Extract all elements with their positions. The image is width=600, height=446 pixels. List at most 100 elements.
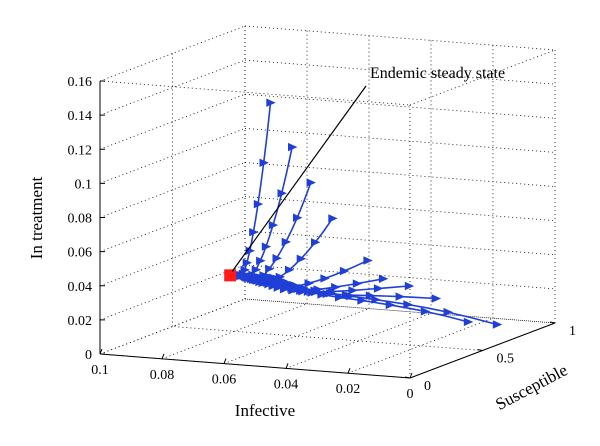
x-tick <box>347 368 351 374</box>
z-tick-label: 0.16 <box>68 75 93 90</box>
x-tick <box>409 372 413 379</box>
z-tick-label: 0.12 <box>68 143 93 158</box>
annotation-pointer-line <box>231 85 367 272</box>
trajectory-marker <box>261 242 272 251</box>
trajectory-marker <box>285 265 295 275</box>
trajectory-marker <box>403 300 413 309</box>
grid-line <box>347 317 494 374</box>
trajectory-marker <box>249 228 259 237</box>
trajectory-marker <box>385 300 396 310</box>
trajectory-marker <box>345 291 356 301</box>
z-axis-label: In treatment <box>27 176 46 259</box>
y-tick <box>549 321 556 324</box>
trajectory-series <box>234 98 276 280</box>
trajectory-marker <box>463 317 474 327</box>
trajectory-marker <box>420 307 431 316</box>
trajectory-marker <box>378 274 389 283</box>
trajectory-marker <box>373 284 384 293</box>
x-tick <box>223 358 227 364</box>
trajectory-marker <box>277 189 287 198</box>
trajectory-marker <box>272 254 282 263</box>
grid-line <box>223 308 370 364</box>
trajectory-marker <box>328 214 338 223</box>
trajectory-marker <box>265 273 276 282</box>
y-tick <box>477 349 483 351</box>
x-tick <box>285 363 289 369</box>
trajectory-marker <box>363 256 373 265</box>
x-tick-label: 0.1 <box>91 363 109 378</box>
trajectory-marker <box>371 295 381 304</box>
trajectory-marker <box>325 289 336 298</box>
grid-line <box>244 162 556 187</box>
trajectory-marker <box>352 279 363 288</box>
trajectory-marker <box>395 292 405 301</box>
series-layer <box>224 98 503 329</box>
trajectory-marker <box>306 178 316 187</box>
x-tick <box>161 353 165 359</box>
annotation-text: Endemic steady state <box>370 65 505 82</box>
trajectory-marker <box>293 213 303 222</box>
trajectory-marker <box>289 281 299 290</box>
y-tick-label: 1 <box>569 324 576 339</box>
trajectory-marker <box>443 307 453 317</box>
grid-line <box>172 326 483 351</box>
x-tick-label: 0.06 <box>212 373 237 388</box>
trajectory-marker <box>293 284 303 294</box>
x-tick-label: 0 <box>407 387 414 402</box>
box-edge <box>99 80 411 106</box>
trajectory-marker <box>431 294 442 303</box>
y-tick <box>404 376 411 379</box>
trajectory-marker <box>265 264 275 273</box>
trajectory-marker <box>251 265 262 274</box>
grid-line <box>99 264 246 321</box>
trajectory-marker <box>288 142 298 152</box>
trajectory-marker <box>335 293 345 302</box>
x-axis-line <box>99 353 411 379</box>
z-tick-label: 0.04 <box>68 280 93 295</box>
trajectory-marker <box>303 287 314 296</box>
trajectory-marker <box>266 98 276 107</box>
trajectory-marker <box>348 286 358 295</box>
trajectory-marker <box>268 220 279 230</box>
annotation-layer: Endemic steady state <box>231 65 505 272</box>
trajectory-marker <box>310 286 320 295</box>
trajectory-marker <box>331 282 341 292</box>
trajectory-marker <box>246 272 257 281</box>
trajectory-marker <box>259 158 269 167</box>
trajectory-marker <box>253 199 264 209</box>
y-axis-label: Susceptible <box>492 360 570 414</box>
trajectory-marker <box>304 279 314 288</box>
grid-line <box>244 196 556 222</box>
grid-line <box>99 128 246 184</box>
grid-line <box>244 93 556 119</box>
y-tick-label: 0.5 <box>497 352 515 367</box>
grid-line <box>99 196 246 252</box>
trajectory-marker <box>404 281 415 291</box>
x-tick <box>99 348 103 355</box>
trajectory-series <box>265 273 503 329</box>
equilibrium-marker <box>224 269 237 282</box>
trajectory-marker <box>492 320 503 329</box>
z-tick-label: 0.06 <box>68 246 93 261</box>
trajectory-marker <box>365 291 376 300</box>
z-tick-label: 0.14 <box>68 109 93 124</box>
trajectory-marker <box>317 290 327 299</box>
trajectory-marker <box>256 256 266 265</box>
y-tick-label: 0 <box>424 379 431 394</box>
z-tick-label: 0.1 <box>75 177 93 192</box>
z-tick-label: 0.08 <box>68 212 93 227</box>
grid-line <box>99 59 246 116</box>
trajectory-marker <box>339 266 350 276</box>
x-axis-label: Infective <box>235 401 295 420</box>
x-tick-label: 0.08 <box>150 368 175 383</box>
z-tick-label: 0.02 <box>68 314 93 329</box>
trajectory-line <box>242 146 293 279</box>
trajectory-marker <box>311 238 321 247</box>
trajectory-marker <box>320 274 330 283</box>
axes-layer: 0 0.02 0.04 0.06 0.08 0.1 0.12 0.14 0.16 0.1 0.08 0… <box>68 75 577 402</box>
z-tick-label: 0 <box>85 348 92 363</box>
grid-line <box>244 25 556 51</box>
trajectory-line <box>238 102 272 277</box>
trajectory-marker <box>242 258 253 267</box>
